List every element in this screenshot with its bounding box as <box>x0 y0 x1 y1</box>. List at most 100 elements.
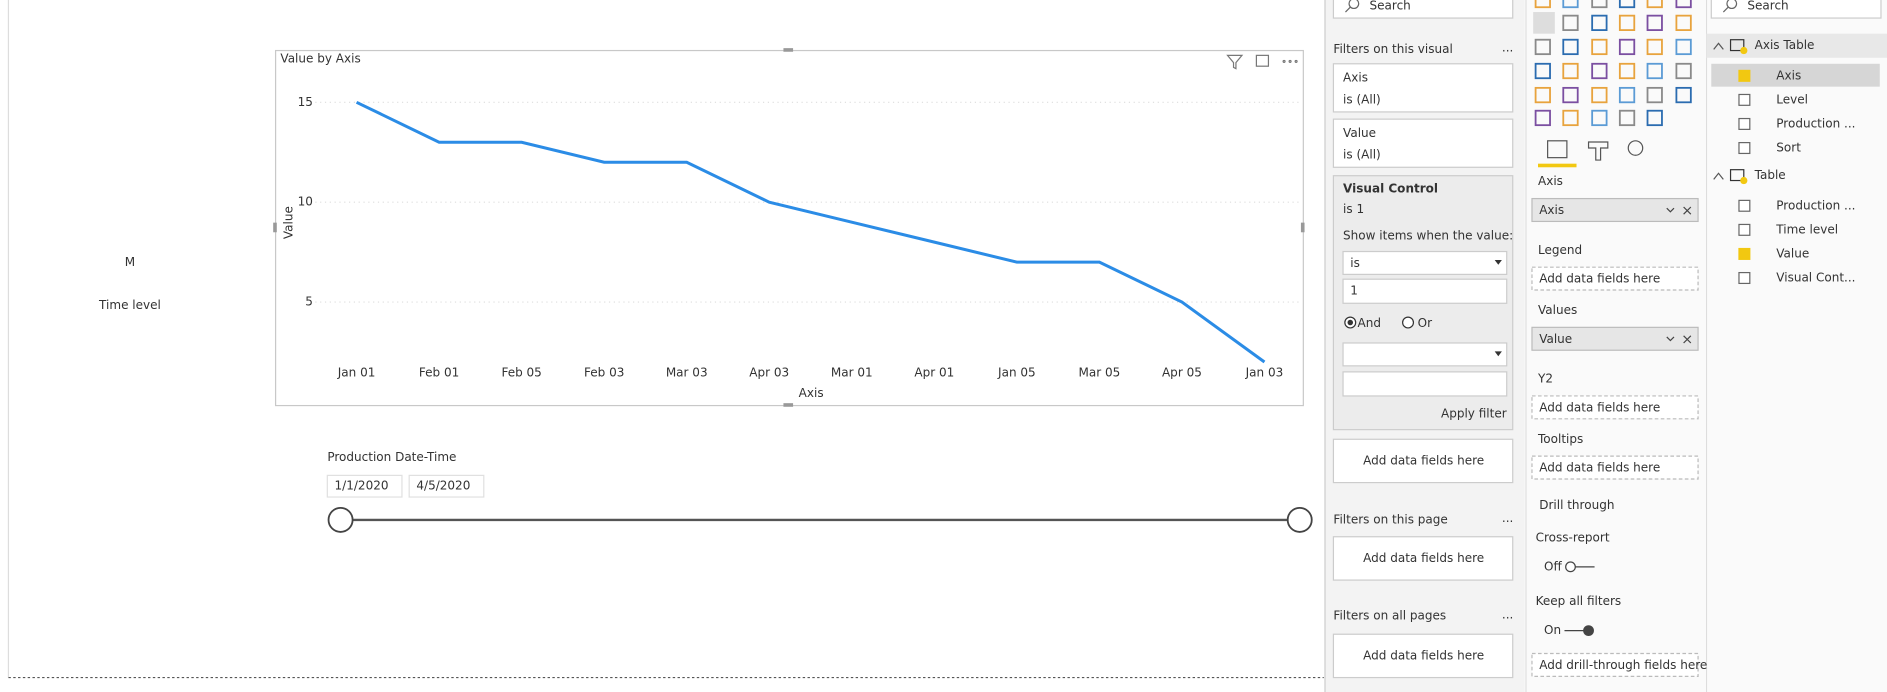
visual-icon[interactable] <box>1618 14 1636 31</box>
x-tick-label: Feb 05 <box>501 366 541 380</box>
search-box[interactable] <box>1332 0 1514 19</box>
checkbox[interactable] <box>1738 69 1751 82</box>
visual-frame[interactable] <box>274 49 1304 407</box>
drop-zone-text: Add data fields here <box>1363 453 1484 467</box>
well-placeholder: Add data fields here <box>1539 400 1660 414</box>
line <box>355 100 1266 364</box>
field-name: Production ... <box>1776 116 1855 130</box>
checkbox[interactable] <box>1738 117 1751 130</box>
checkbox[interactable] <box>1738 142 1751 155</box>
visual-icon[interactable] <box>1562 62 1579 80</box>
filter-name: Value <box>1343 126 1376 140</box>
filter-card[interactable] <box>1332 63 1514 113</box>
option-label: Cross-report <box>1536 530 1610 544</box>
field-name: Visual Cont... <box>1776 271 1855 285</box>
toggles[interactable] <box>1564 561 1595 637</box>
visual-icon[interactable] <box>1562 14 1579 31</box>
collapse-chevron <box>1713 172 1724 180</box>
filter-name: Visual Control <box>1343 181 1438 195</box>
y-axis-label: Value <box>281 206 295 239</box>
slider-handle[interactable] <box>327 506 354 533</box>
table-name: Axis Table <box>1755 38 1815 52</box>
well[interactable] <box>1531 395 1699 420</box>
visual-icon[interactable] <box>1534 38 1551 56</box>
visual-icon[interactable] <box>1675 86 1692 104</box>
visual-icon[interactable] <box>1675 14 1692 31</box>
filter-state: is (All) <box>1343 92 1381 106</box>
visual-icon[interactable] <box>1562 38 1579 56</box>
drop-zone[interactable] <box>1332 438 1514 484</box>
visual-icon[interactable] <box>1591 38 1608 56</box>
visual-icon[interactable] <box>1534 0 1551 9</box>
visual-icon[interactable] <box>1618 86 1636 104</box>
well[interactable] <box>1531 326 1699 351</box>
visual-icon[interactable] <box>1591 14 1608 31</box>
visual-gallery <box>1534 0 1692 127</box>
search-box[interactable] <box>1710 0 1882 19</box>
format-tabs[interactable] <box>1547 140 1644 161</box>
section-header: Filters on this page <box>1333 512 1447 526</box>
date-input[interactable] <box>326 474 403 498</box>
table-name: Table <box>1754 168 1786 182</box>
text-input[interactable] <box>1342 278 1508 304</box>
checkbox[interactable] <box>1738 247 1751 260</box>
toggle-state: Off <box>1544 559 1562 573</box>
well-label: Values <box>1538 303 1577 317</box>
visual-icon[interactable] <box>1646 86 1663 104</box>
visual-header-icons[interactable] <box>1226 54 1298 70</box>
visual-icon[interactable] <box>1646 14 1663 31</box>
visual-icon[interactable] <box>1534 109 1551 127</box>
field-name: Production ... <box>1776 198 1855 212</box>
slider-handle[interactable] <box>1286 506 1313 533</box>
visual-icon[interactable] <box>1562 86 1579 104</box>
x-tick-label: Apr 05 <box>1162 366 1202 380</box>
drop-zone[interactable] <box>1332 536 1514 581</box>
visual-icon[interactable] <box>1618 38 1636 56</box>
filter-boxes <box>1332 0 1882 679</box>
filter-card[interactable] <box>1332 118 1514 168</box>
visual-icon[interactable] <box>1534 62 1551 80</box>
well-placeholder: Add data fields here <box>1539 461 1660 475</box>
visual-icon[interactable] <box>1562 0 1579 9</box>
radio-or[interactable] <box>1402 316 1415 329</box>
visual-icon[interactable] <box>1675 0 1692 9</box>
visual-icon[interactable] <box>1534 86 1551 104</box>
operator: is <box>1350 256 1360 270</box>
visual-icon[interactable] <box>1591 62 1608 80</box>
visual-icon[interactable] <box>1675 38 1692 56</box>
fields-pane <box>1706 0 1887 692</box>
visual-icon[interactable] <box>1646 38 1663 56</box>
search-icons <box>1345 0 1738 13</box>
search-placeholder: Search <box>1370 0 1411 13</box>
drop-zone[interactable] <box>1531 652 1699 677</box>
visual-icon[interactable] <box>1618 109 1636 127</box>
visual-icon[interactable] <box>1591 0 1608 9</box>
visual-icon[interactable] <box>1646 109 1663 127</box>
checkbox[interactable] <box>1738 93 1751 106</box>
drop-zone-text: Add data fields here <box>1363 551 1484 565</box>
dropdown[interactable] <box>1342 342 1508 367</box>
visual-icon[interactable] <box>1591 109 1608 127</box>
visual-icon[interactable] <box>1675 62 1692 80</box>
text-input[interactable] <box>1342 371 1508 397</box>
visual-icon[interactable] <box>1618 0 1636 9</box>
field-name: Time level <box>1775 222 1838 236</box>
checkbox[interactable] <box>1738 271 1751 285</box>
visual-icon[interactable] <box>1562 109 1579 127</box>
visual-icon[interactable] <box>1646 62 1663 80</box>
y-tick-label: 5 <box>305 295 313 309</box>
drop-zone[interactable] <box>1332 633 1514 679</box>
visual-icon[interactable] <box>1618 62 1636 80</box>
date-input[interactable] <box>408 474 485 498</box>
well[interactable] <box>1531 197 1699 223</box>
y-tick-label: 10 <box>298 195 313 209</box>
x-tick-label: Mar 05 <box>1079 366 1121 380</box>
visual-icon[interactable] <box>1646 0 1663 9</box>
well[interactable] <box>1531 266 1699 291</box>
well[interactable] <box>1531 455 1699 480</box>
checkbox[interactable] <box>1738 199 1751 212</box>
dropdown[interactable] <box>1342 250 1508 275</box>
visual-icon[interactable] <box>1591 86 1608 104</box>
checkbox[interactable] <box>1738 223 1751 236</box>
